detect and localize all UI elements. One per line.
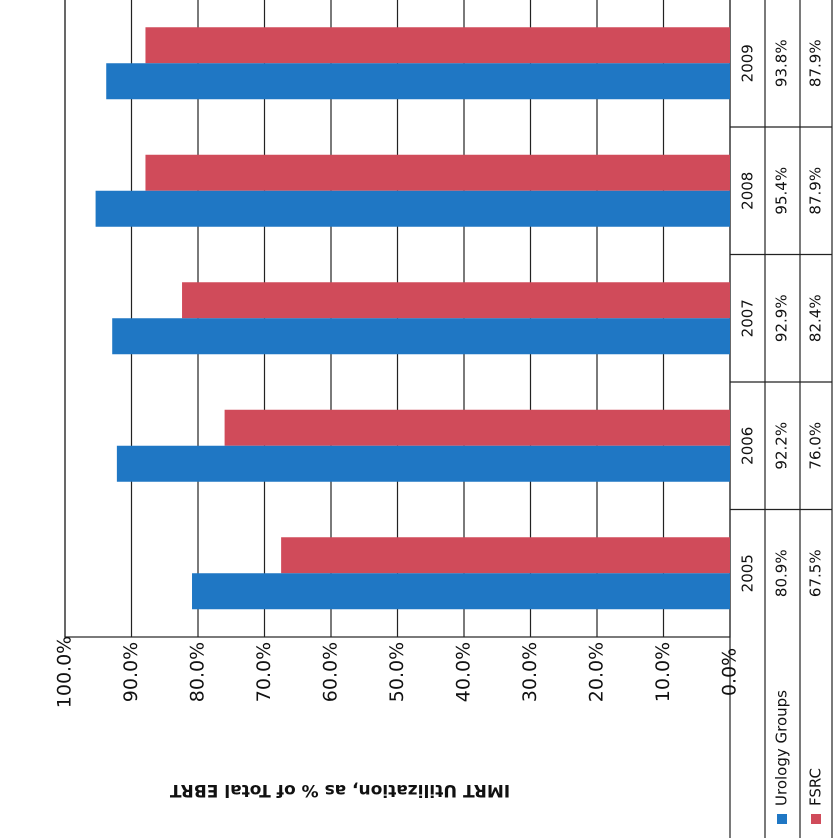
table-value: 82.4% [807,294,825,342]
y-tick-label: 90.0% [120,642,142,702]
legend-label: Urology Groups [773,690,791,806]
bar [145,27,731,64]
bar [145,154,731,191]
y-tick-label: 20.0% [586,642,608,702]
y-tick-label: 10.0% [652,642,674,702]
x-tick-label: 2009 [739,44,757,82]
legend-marker [777,814,787,824]
bar [116,445,731,482]
y-tick-label: 100.0% [54,636,76,708]
bar [281,537,730,574]
x-tick-label: 2008 [739,172,757,210]
x-tick-label: 2007 [739,299,757,337]
table-value: 87.9% [807,39,825,87]
table-value: 67.5% [807,549,825,597]
y-tick-label: 0.0% [719,648,741,696]
table-value: 93.8% [773,39,791,87]
bar [224,409,730,446]
table-value: 76.0% [807,422,825,470]
table-value: 92.2% [773,422,791,470]
x-tick-label: 2006 [739,427,757,465]
bar [112,318,731,355]
y-tick-label: 80.0% [187,642,209,702]
table-value: 95.4% [773,167,791,215]
bar [182,282,731,319]
y-tick-label: 50.0% [386,642,408,702]
y-tick-label: 40.0% [453,642,475,702]
legend-label: FSRC [807,768,825,806]
axis-title: IMRT Utilization, as % of Total EBRT [169,780,510,800]
table-value: 92.9% [773,294,791,342]
y-tick-label: 60.0% [320,642,342,702]
table-value: 80.9% [773,549,791,597]
legend-marker [811,814,821,824]
y-tick-label: 30.0% [519,642,541,702]
table-value: 87.9% [807,167,825,215]
bar [192,573,730,610]
y-tick-label: 70.0% [253,642,275,702]
bar [95,190,731,227]
bar [106,63,731,100]
x-tick-label: 2005 [739,554,757,592]
